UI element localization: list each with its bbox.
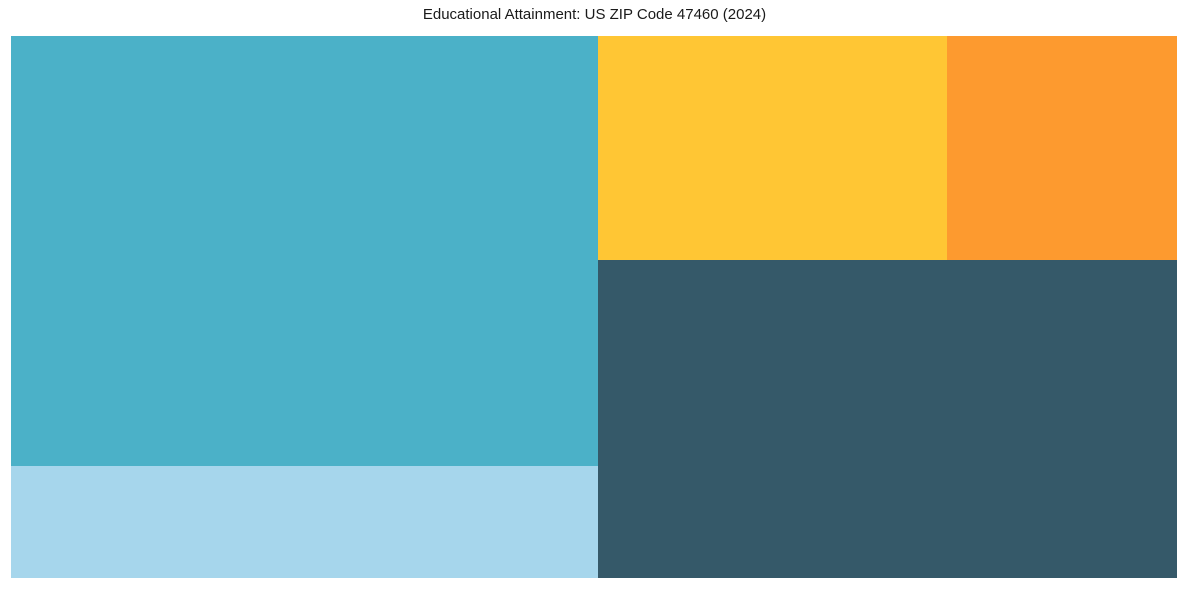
- treemap-plot-area: [11, 36, 1177, 578]
- treemap-tile[interactable]: [11, 466, 598, 578]
- chart-title: Educational Attainment: US ZIP Code 4746…: [422, 6, 767, 23]
- treemap-tile[interactable]: [598, 36, 947, 260]
- treemap-tile[interactable]: [11, 36, 598, 466]
- treemap-tile[interactable]: [598, 260, 1177, 578]
- treemap-tile[interactable]: [947, 36, 1177, 260]
